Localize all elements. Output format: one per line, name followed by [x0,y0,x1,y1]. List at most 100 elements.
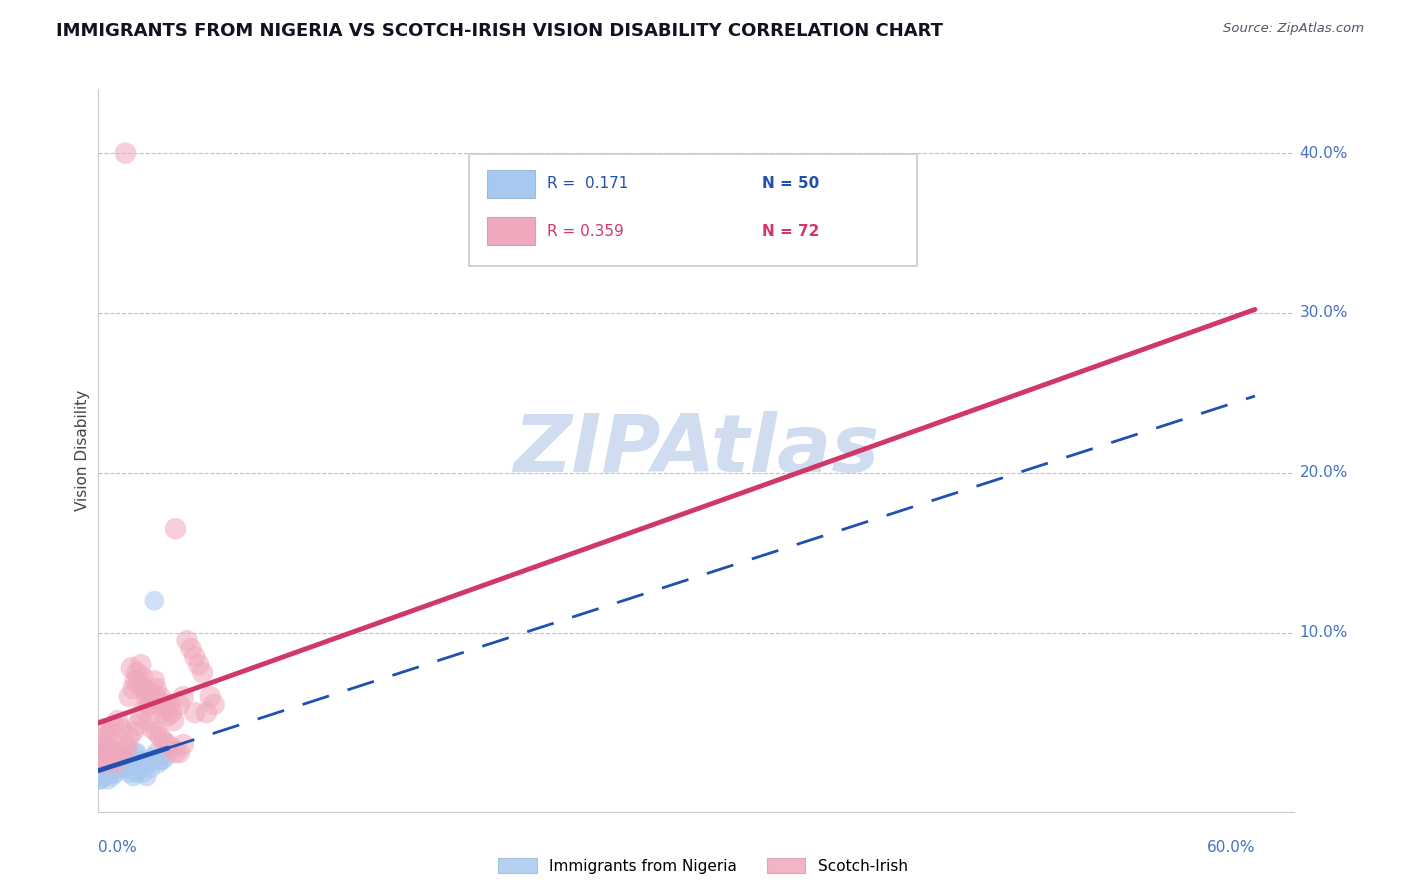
Point [97,740,120,755]
Point [120,661,142,675]
Point [107,754,129,768]
Point [165,746,187,760]
Point [134,756,156,771]
Point [98,746,121,760]
Point [132,766,155,780]
Point [148,756,170,771]
Point [103,746,125,760]
Point [94,730,117,744]
Point [134,702,156,716]
Point [91,756,114,771]
Point [103,750,125,764]
Point [104,766,127,780]
Point [156,738,179,752]
Point [107,750,129,764]
Point [191,665,214,680]
Point [89,772,111,787]
Point [103,756,125,771]
Point [153,734,176,748]
Text: IMMIGRANTS FROM NIGERIA VS SCOTCH-IRISH VISION DISABILITY CORRELATION CHART: IMMIGRANTS FROM NIGERIA VS SCOTCH-IRISH … [56,22,943,40]
Point [110,754,132,768]
Point [129,657,152,672]
Point [134,681,156,696]
Point [93,746,115,760]
Point [162,714,184,728]
Text: 0.0%: 0.0% [98,840,138,855]
Point [145,681,167,696]
Point [118,766,141,780]
Point [150,754,173,768]
Point [117,750,139,764]
Point [184,706,207,720]
Point [143,593,166,607]
Point [110,756,132,771]
Text: N = 72: N = 72 [762,224,820,239]
Bar [486,170,534,198]
Bar [486,217,534,244]
FancyBboxPatch shape [470,154,917,266]
Text: R = 0.359: R = 0.359 [547,224,623,239]
Point [160,740,183,755]
Point [184,649,207,664]
Point [195,706,218,720]
Point [89,756,111,771]
Point [172,690,194,704]
Point [169,698,191,712]
Text: N = 50: N = 50 [762,177,818,192]
Text: 10.0%: 10.0% [1299,625,1348,640]
Point [155,702,177,716]
Point [128,677,150,691]
Point [153,706,176,720]
Point [139,693,162,707]
Point [118,730,141,744]
Point [118,690,141,704]
Point [114,738,136,752]
Point [143,673,166,688]
Point [155,750,177,764]
Point [117,740,139,755]
Point [125,718,148,732]
Point [125,766,148,780]
Point [169,746,191,760]
Point [129,754,152,768]
Point [91,770,114,784]
Point [114,146,136,161]
Point [124,746,146,760]
Point [145,724,167,739]
Point [120,750,142,764]
Point [122,756,145,771]
Point [145,746,167,760]
Point [128,762,150,776]
Point [149,690,172,704]
Point [129,708,152,723]
Point [149,730,172,744]
Point [138,714,160,728]
Point [187,657,209,672]
Point [156,708,179,723]
Point [200,690,222,704]
Point [141,750,163,764]
Point [125,665,148,680]
Point [139,762,162,776]
Point [107,714,129,728]
Point [202,698,225,712]
Point [98,738,121,752]
Point [98,724,121,739]
Point [135,690,157,704]
Point [93,766,115,780]
Point [122,724,145,739]
Point [125,746,148,760]
Point [141,722,163,736]
Point [107,762,129,776]
Point [149,754,172,768]
Point [165,522,187,536]
Point [172,738,194,752]
Point [94,740,117,755]
Text: 60.0%: 60.0% [1206,840,1256,855]
Point [91,738,114,752]
Point [122,770,145,784]
Point [89,750,111,764]
Point [159,698,181,712]
Point [104,756,127,771]
Point [114,762,136,776]
